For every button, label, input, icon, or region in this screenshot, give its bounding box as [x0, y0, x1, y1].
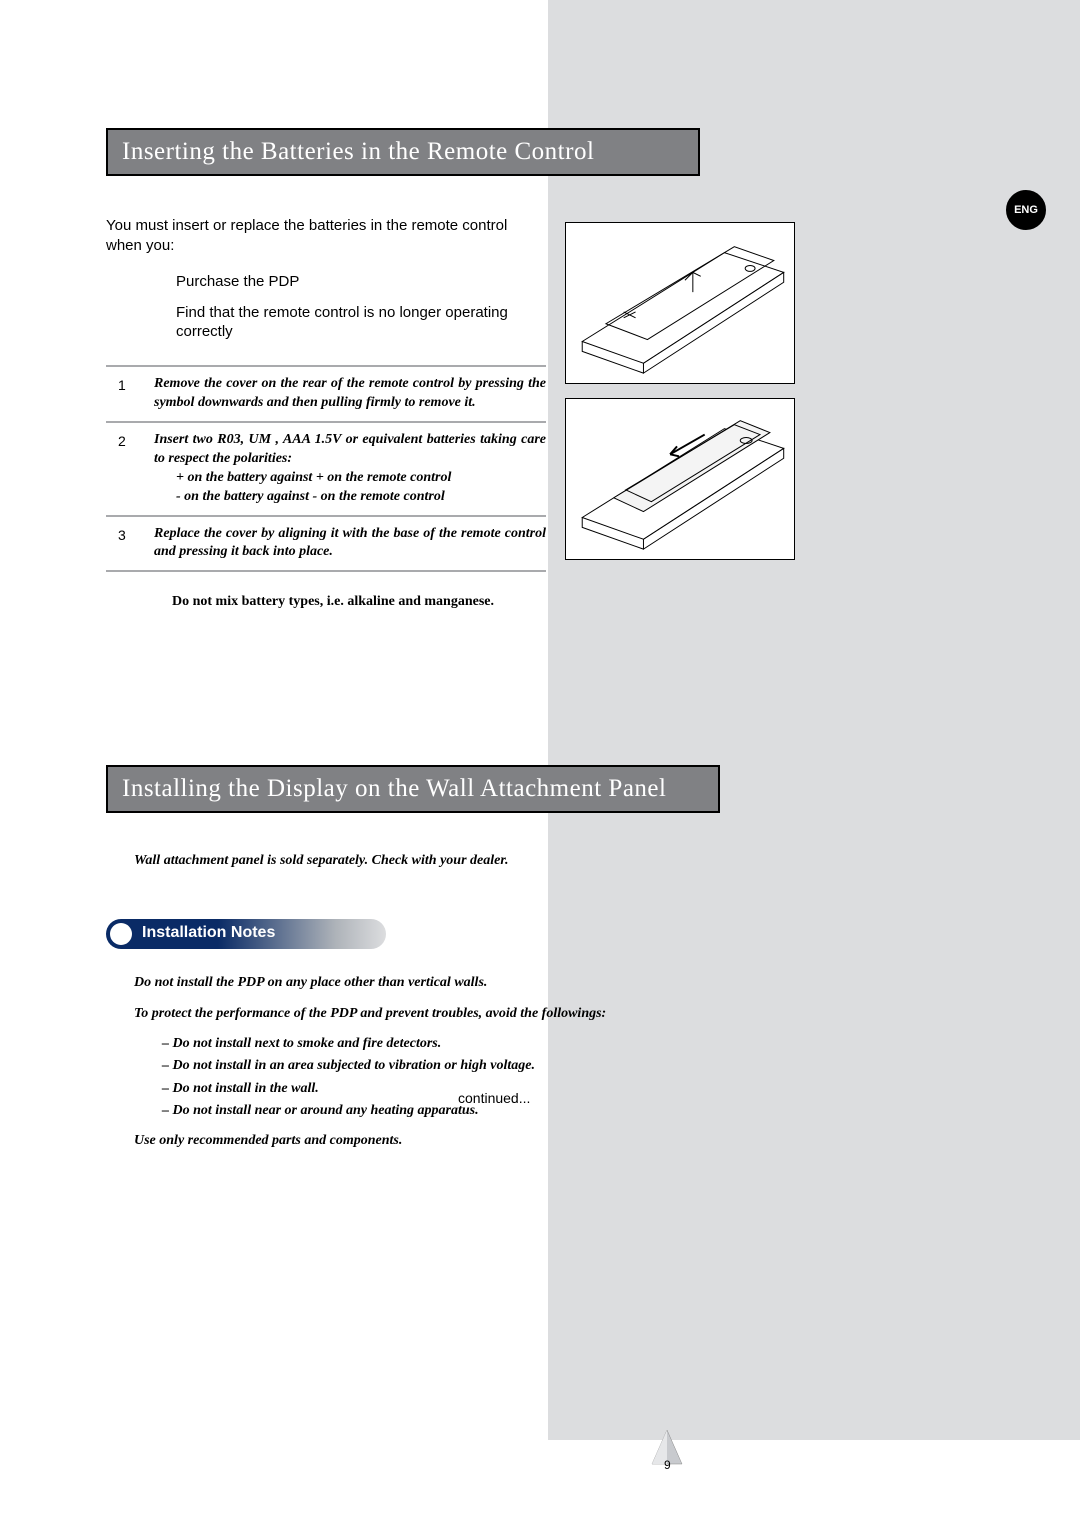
step-number: 3 [106, 525, 130, 563]
steps-table: 1 Remove the cover on the rear of the re… [106, 365, 546, 572]
install-p2: To protect the performance of the PDP an… [134, 1004, 644, 1024]
step-row: 1 Remove the cover on the rear of the re… [106, 367, 546, 423]
step-row: 3 Replace the cover by aligning it with … [106, 517, 546, 573]
section1-title-box: Inserting the Batteries in the Remote Co… [106, 128, 700, 176]
installation-notes-pill: Installation Notes [106, 919, 386, 949]
dash-item: – Do not install near or around any heat… [162, 1101, 644, 1121]
step-row: 2 Insert two R03, UM , AAA 1.5V or equiv… [106, 423, 546, 517]
bullet-item: Find that the remote control is no longe… [176, 304, 536, 342]
step-text: Replace the cover by aligning it with th… [154, 525, 546, 563]
install-p1: Do not install the PDP on any place othe… [134, 973, 644, 993]
section2-title: Installing the Display on the Wall Attac… [122, 775, 704, 803]
step-text: Remove the cover on the rear of the remo… [154, 375, 546, 413]
wall-note: Wall attachment panel is sold separately… [134, 853, 1080, 869]
step2-sub1: + on the battery against + on the remote… [154, 469, 546, 488]
section2: Installing the Display on the Wall Attac… [106, 765, 1080, 1151]
page-number: 9 [664, 1458, 671, 1472]
pill-label: Installation Notes [142, 924, 275, 942]
section1-title: Inserting the Batteries in the Remote Co… [122, 138, 684, 166]
dash-item: – Do not install next to smoke and fire … [162, 1034, 644, 1054]
step2-main: Insert two R03, UM , AAA 1.5V or equival… [154, 432, 546, 466]
step-number: 2 [106, 431, 130, 507]
section1-bullets: Purchase the PDP Find that the remote co… [176, 273, 536, 341]
install-dash-list: – Do not install next to smoke and fire … [162, 1034, 644, 1121]
step-number: 1 [106, 375, 130, 413]
remote-cover-illustration-2 [565, 398, 795, 560]
continued-text: continued... [458, 1090, 530, 1106]
install-p3: Use only recommended parts and component… [134, 1131, 644, 1151]
section1-intro: You must insert or replace the batteries… [106, 216, 546, 255]
bullet-item: Purchase the PDP [176, 273, 536, 292]
step-text: Insert two R03, UM , AAA 1.5V or equival… [154, 431, 546, 507]
section2-title-box: Installing the Display on the Wall Attac… [106, 765, 720, 813]
remote-cover-illustration-1 [565, 222, 795, 384]
dash-item: – Do not install in an area subjected to… [162, 1056, 644, 1076]
step2-sub2: - on the battery against - on the remote… [154, 488, 546, 507]
installation-notes-body: Do not install the PDP on any place othe… [134, 973, 644, 1151]
page-content: Inserting the Batteries in the Remote Co… [0, 0, 1080, 1161]
battery-warning: Do not mix battery types, i.e. alkaline … [172, 594, 542, 610]
dash-item: – Do not install in the wall. [162, 1079, 644, 1099]
